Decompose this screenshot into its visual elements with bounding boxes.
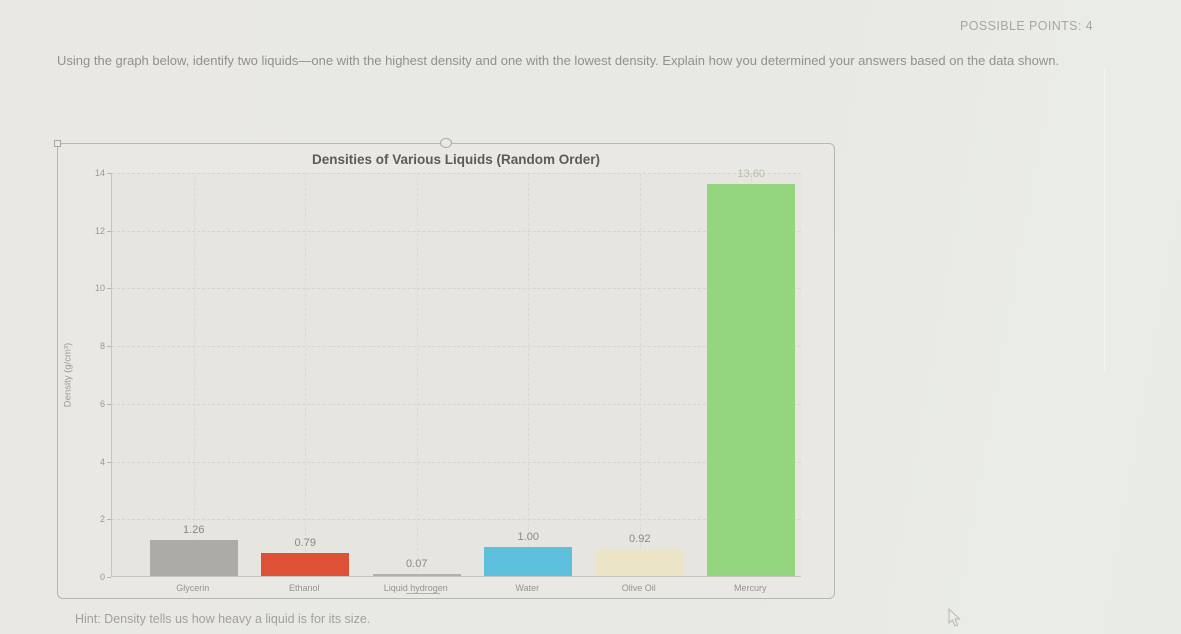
resize-handle-top-center[interactable]	[440, 138, 452, 148]
x-tick-label-liquid-hydrogen: Liquid hydrogen	[383, 583, 448, 593]
bar-liquid-hydrogen	[372, 573, 461, 576]
y-tick-mark	[107, 461, 111, 463]
gridline-y-12	[112, 230, 801, 232]
x-tick-label-water: Water	[515, 583, 540, 593]
x-tick-label-ethanol: Ethanol	[288, 583, 320, 593]
gridline-y-10	[112, 288, 801, 290]
bar-water	[484, 547, 573, 576]
y-tick-label-8: 8	[99, 341, 105, 352]
gridline-y-4	[112, 461, 801, 463]
bar-value-label-ethanol: 0.79	[294, 537, 316, 550]
gridline-x-water	[528, 173, 530, 576]
screen-glare-artifact	[1104, 70, 1105, 370]
bar-value-label-mercury: 13.60	[737, 167, 766, 180]
gridline-x-glycerin	[193, 173, 195, 576]
gridline-x-ethanol	[305, 173, 307, 576]
chart-image[interactable]: Densities of Various Liquids (Random Ord…	[54, 138, 835, 599]
y-tick-label-14: 14	[94, 168, 105, 178]
y-tick-label-2: 2	[99, 514, 105, 525]
mouse-cursor	[948, 608, 961, 627]
y-tick-label-0: 0	[99, 572, 105, 582]
x-tick-label-olive-oil: Olive Oil	[621, 583, 656, 593]
gridline-y-6	[112, 403, 801, 405]
liquid-hydrogen-underline-mark	[406, 593, 440, 594]
gridline-y-8	[112, 346, 801, 348]
possible-points-label: POSSIBLE POINTS: 4	[960, 19, 1093, 33]
chart-title: Densities of Various Liquids (Random Ord…	[311, 152, 601, 167]
plot-area: 1.26 0.79 0.07 1.00 0.92 13.60	[111, 168, 801, 577]
y-axis-label: Density (g/cm³)	[62, 342, 74, 408]
y-tick-label-12: 12	[94, 225, 105, 236]
hint-text: Hint: Density tells us how heavy a liqui…	[75, 612, 371, 626]
gridline-x-liquid-hydrogen	[416, 173, 418, 576]
gridline-x-olive-oil	[639, 173, 641, 576]
gridline-y-2	[112, 519, 801, 521]
bar-value-label-olive-oil: 0.92	[629, 533, 651, 546]
y-tick-mark	[107, 577, 111, 578]
y-tick-mark	[107, 230, 111, 232]
bar-glycerin	[149, 539, 238, 576]
gridline-y-14	[112, 173, 801, 174]
bar-value-label-glycerin: 1.26	[183, 523, 205, 536]
y-tick-mark	[107, 519, 111, 521]
bar-value-label-liquid-hydrogen: 0.07	[406, 557, 428, 570]
bar-olive-oil	[595, 549, 684, 576]
y-tick-mark	[107, 173, 111, 174]
x-tick-label-glycerin: Glycerin	[176, 583, 210, 593]
bar-mercury	[707, 183, 796, 576]
y-tick-label-6: 6	[99, 398, 105, 409]
question-text: Using the graph below, identify two liqu…	[57, 53, 1060, 68]
bar-ethanol	[261, 553, 350, 576]
y-tick-label-10: 10	[94, 283, 105, 294]
x-tick-label-mercury: Mercury	[733, 583, 767, 593]
y-tick-mark	[107, 346, 111, 348]
bar-value-label-water: 1.00	[517, 531, 539, 544]
y-tick-mark	[107, 288, 111, 290]
resize-handle-top-left[interactable]	[54, 140, 61, 147]
y-tick-label-4: 4	[99, 456, 105, 467]
y-tick-mark	[107, 403, 111, 405]
